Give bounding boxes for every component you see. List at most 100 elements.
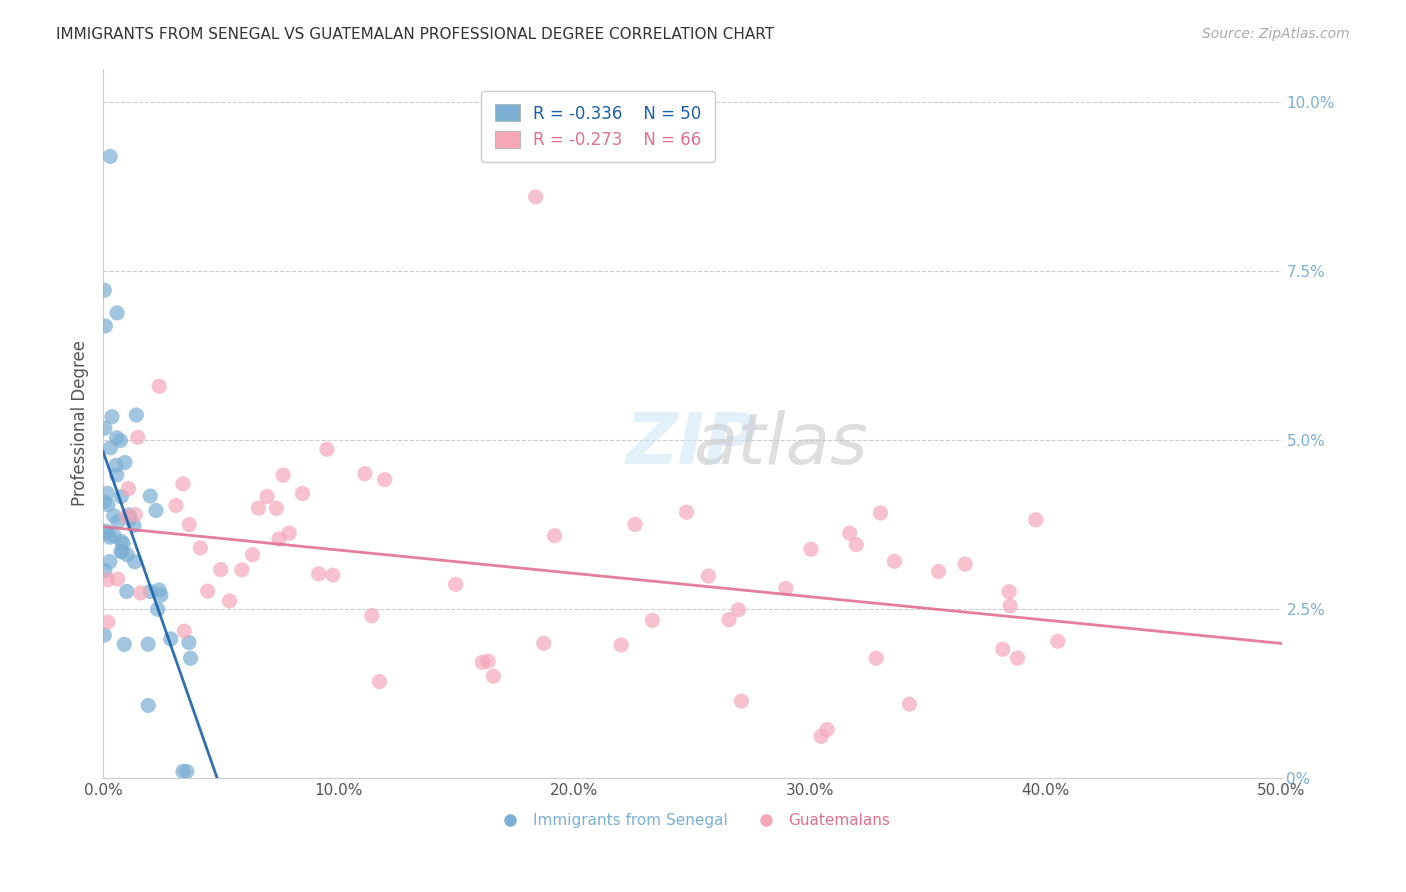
- Guatemalans: [172, 476, 194, 491]
- Guatemalans: [865, 651, 887, 665]
- Guatemalans: [928, 565, 950, 579]
- Immigrants from Senegal: [139, 584, 162, 599]
- Immigrants from Senegal: [136, 698, 159, 713]
- Guatemalans: [845, 538, 868, 552]
- Immigrants from Senegal: [105, 431, 128, 445]
- Guatemalans: [898, 697, 921, 711]
- Immigrants from Senegal: [93, 494, 115, 508]
- Immigrants from Senegal: [136, 637, 159, 651]
- Guatemalans: [124, 508, 146, 522]
- Immigrants from Senegal: [94, 421, 117, 435]
- Immigrants from Senegal: [125, 408, 148, 422]
- Guatemalans: [173, 624, 195, 639]
- Immigrants from Senegal: [111, 534, 134, 549]
- Guatemalans: [197, 584, 219, 599]
- Immigrants from Senegal: [105, 467, 128, 482]
- Guatemalans: [815, 723, 838, 737]
- Immigrants from Senegal: [93, 283, 115, 297]
- Immigrants from Senegal: [105, 458, 128, 473]
- Guatemalans: [129, 586, 152, 600]
- Guatemalans: [97, 573, 120, 587]
- Immigrants from Senegal: [97, 498, 120, 512]
- Guatemalans: [775, 582, 797, 596]
- Immigrants from Senegal: [110, 490, 132, 504]
- Immigrants from Senegal: [146, 602, 169, 616]
- Guatemalans: [291, 486, 314, 500]
- Immigrants from Senegal: [177, 635, 200, 649]
- Guatemalans: [242, 548, 264, 562]
- Guatemalans: [444, 577, 467, 591]
- Immigrants from Senegal: [111, 545, 134, 559]
- Guatemalans: [107, 572, 129, 586]
- Text: IMMIGRANTS FROM SENEGAL VS GUATEMALAN PROFESSIONAL DEGREE CORRELATION CHART: IMMIGRANTS FROM SENEGAL VS GUATEMALAN PR…: [56, 27, 775, 42]
- Guatemalans: [533, 636, 555, 650]
- Immigrants from Senegal: [118, 508, 141, 522]
- Guatemalans: [800, 542, 823, 557]
- Guatemalans: [322, 568, 344, 582]
- Guatemalans: [148, 379, 170, 393]
- Guatemalans: [675, 505, 697, 519]
- Immigrants from Senegal: [122, 518, 145, 533]
- Immigrants from Senegal: [98, 149, 121, 163]
- Text: ZIP: ZIP: [626, 410, 758, 479]
- Guatemalans: [316, 442, 339, 457]
- Guatemalans: [266, 501, 288, 516]
- Guatemalans: [218, 594, 240, 608]
- Guatemalans: [697, 569, 720, 583]
- Immigrants from Senegal: [114, 455, 136, 469]
- Guatemalans: [231, 563, 253, 577]
- Immigrants from Senegal: [139, 489, 162, 503]
- Immigrants from Senegal: [115, 584, 138, 599]
- Immigrants from Senegal: [103, 508, 125, 523]
- Guatemalans: [1007, 651, 1029, 665]
- Guatemalans: [477, 654, 499, 668]
- Guatemalans: [482, 669, 505, 683]
- Guatemalans: [810, 730, 832, 744]
- Immigrants from Senegal: [96, 526, 118, 541]
- Guatemalans: [209, 563, 232, 577]
- Guatemalans: [641, 613, 664, 627]
- Guatemalans: [115, 509, 138, 524]
- Immigrants from Senegal: [110, 434, 132, 448]
- Guatemalans: [97, 615, 120, 629]
- Guatemalans: [730, 694, 752, 708]
- Immigrants from Senegal: [96, 486, 118, 500]
- Guatemalans: [117, 482, 139, 496]
- Guatemalans: [267, 532, 290, 546]
- Immigrants from Senegal: [145, 503, 167, 517]
- Guatemalans: [991, 642, 1014, 657]
- Immigrants from Senegal: [98, 555, 121, 569]
- Immigrants from Senegal: [172, 764, 194, 779]
- Guatemalans: [610, 638, 633, 652]
- Guatemalans: [1046, 634, 1069, 648]
- Guatemalans: [524, 190, 547, 204]
- Guatemalans: [256, 490, 278, 504]
- Legend: Immigrants from Senegal, Guatemalans: Immigrants from Senegal, Guatemalans: [488, 807, 897, 834]
- Immigrants from Senegal: [107, 515, 129, 529]
- Immigrants from Senegal: [159, 632, 181, 646]
- Guatemalans: [883, 554, 905, 568]
- Guatemalans: [271, 468, 294, 483]
- Y-axis label: Professional Degree: Professional Degree: [72, 341, 89, 507]
- Guatemalans: [308, 566, 330, 581]
- Guatemalans: [471, 656, 494, 670]
- Immigrants from Senegal: [148, 583, 170, 598]
- Immigrants from Senegal: [111, 537, 134, 551]
- Text: atlas: atlas: [693, 410, 868, 479]
- Immigrants from Senegal: [110, 544, 132, 558]
- Guatemalans: [247, 501, 270, 516]
- Guatemalans: [998, 599, 1021, 613]
- Guatemalans: [360, 608, 382, 623]
- Immigrants from Senegal: [94, 318, 117, 333]
- Immigrants from Senegal: [120, 512, 142, 526]
- Immigrants from Senegal: [94, 564, 117, 578]
- Immigrants from Senegal: [105, 306, 128, 320]
- Immigrants from Senegal: [94, 524, 117, 539]
- Immigrants from Senegal: [112, 637, 135, 651]
- Immigrants from Senegal: [98, 530, 121, 544]
- Guatemalans: [354, 467, 377, 481]
- Guatemalans: [717, 613, 740, 627]
- Guatemalans: [188, 541, 211, 555]
- Immigrants from Senegal: [103, 529, 125, 543]
- Immigrants from Senegal: [149, 588, 172, 602]
